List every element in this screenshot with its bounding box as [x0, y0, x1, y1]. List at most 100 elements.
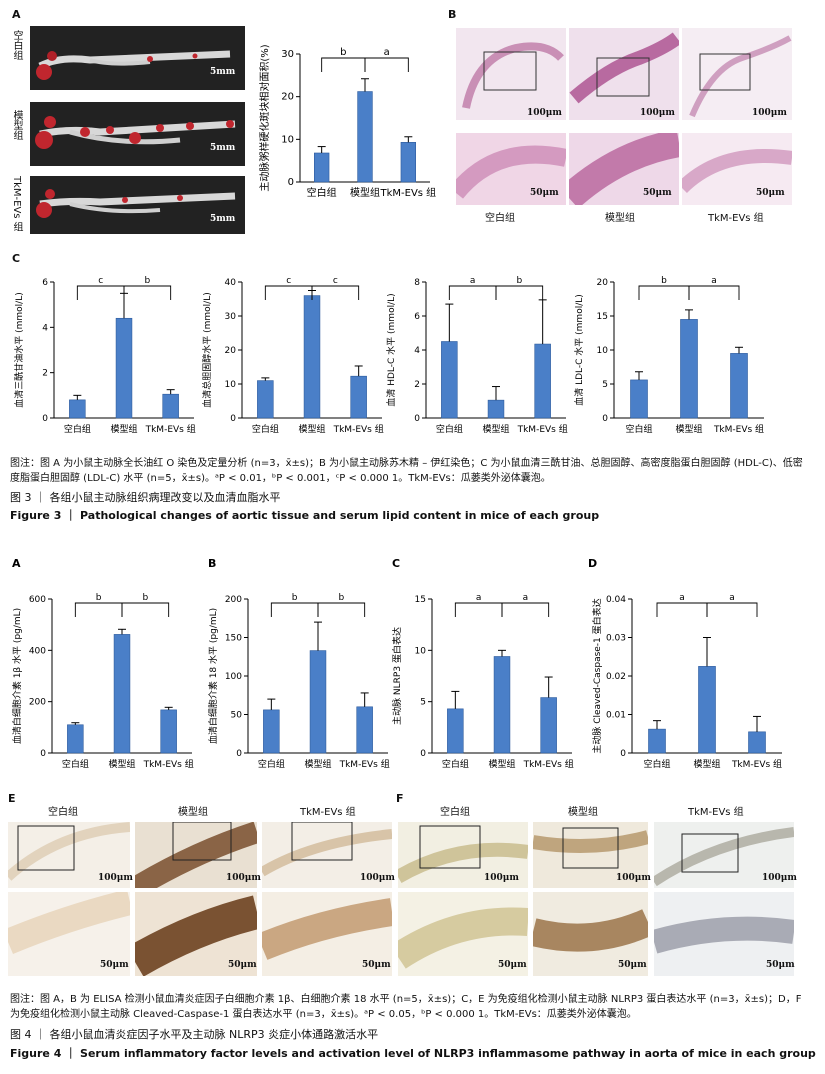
chart-f4a-group: A 0 200 400 600 血清白细胞介素 1β 水平 (pg/mL) 空白组 模型组 Tk…	[11, 557, 194, 770]
fig4-caption: 图注：图 A，B 为 ELISA 检测小鼠血清炎症因子白细胞介素 1β、白细胞介…	[10, 994, 802, 1020]
bar-2	[356, 706, 373, 754]
scale-100um-e1: 100μm	[98, 873, 133, 883]
ihc-e-col-control: 空白组	[48, 807, 78, 818]
ihc-e-col-tkm: TkM-EVs 组	[300, 807, 356, 818]
sig-bracket-1	[495, 285, 544, 300]
ihc-f-col-control: 空白组	[440, 807, 470, 818]
chart-f3c3-group: 0 2 4 6 8 血清 HDL-C 水平 (mmol/L) 空白组 模型组 TkM-EVs 组…	[385, 276, 568, 435]
scale-100um-f3: 100μm	[762, 873, 797, 883]
ihc-f-high-model	[529, 892, 654, 976]
x-tick-label-0: 空白组	[307, 186, 337, 199]
y-tick-label: 6	[414, 312, 420, 322]
y-tick-label: 40	[225, 278, 237, 288]
y-tick-label: 10	[225, 380, 237, 390]
aorta-photo-control	[30, 26, 245, 90]
bar-1	[493, 656, 511, 754]
ihc-f-high-control	[390, 892, 529, 976]
y-tick-label: 5	[420, 698, 426, 708]
ihc-f-high-tkm	[650, 892, 796, 976]
chart-tg: 0 2 4 6 血清三酰甘油水平 (mmol/L) 空白组 模型组 TkM-EVs 组 c b	[13, 276, 196, 435]
x-tick-label-0: 空白组	[436, 423, 463, 435]
x-tick-label-0: 空白组	[625, 423, 652, 435]
chart-hdl: 0 2 4 6 8 血清 HDL-C 水平 (mmol/L) 空白组 模型组 TkM-EVs 组…	[385, 276, 568, 435]
chart-f3c4-group: 0 5 10 15 20 血清 LDL-C 水平 (mmol/L) 空白组 模型组 TkM-EV…	[573, 276, 764, 435]
y-tick-label: 0.02	[606, 672, 626, 682]
sig-bracket-1	[121, 602, 170, 617]
sig-mark-0: a	[679, 593, 685, 603]
scale-50um-f2: 50μm	[618, 960, 647, 970]
chart-f3a-svg: 0 10 20 30 主动脉粥样硬化斑块相对面积(%) 空白组 模型组 TkM-EVs 组 b a	[258, 44, 436, 199]
fig3-panel-c-label: C	[12, 252, 21, 265]
scale-100um-e3: 100μm	[360, 873, 395, 883]
he-high-control	[448, 133, 568, 205]
y-tick-label: 0.03	[606, 634, 626, 644]
ihc-f-low-tkm	[651, 822, 795, 888]
sig-bracket-0	[638, 285, 690, 300]
he-low-tkm	[682, 28, 792, 120]
y-tick-label: 0	[420, 749, 426, 759]
bar-2	[162, 393, 179, 419]
bar-1	[487, 399, 505, 419]
scale-100um-f1: 100μm	[484, 873, 519, 883]
y-tick-label: 100	[225, 672, 242, 682]
sig-bracket-1	[364, 57, 409, 72]
sig-mark-1: b	[142, 593, 148, 603]
bar-1	[113, 634, 131, 754]
y-tick-label: 150	[225, 634, 242, 644]
sig-bracket-1	[688, 285, 740, 300]
y-tick-label: 4	[414, 346, 420, 356]
ihc-e-col-model: 模型组	[178, 807, 208, 818]
y-tick-label: 0	[40, 749, 46, 759]
sig-mark-1: a	[523, 593, 529, 603]
he-high-model	[559, 129, 682, 209]
y-tick-label: 30	[225, 312, 237, 322]
ihc-f-col-tkm: TkM-EVs 组	[688, 807, 744, 818]
sig-bracket-0	[270, 602, 319, 617]
x-tick-label-1: 模型组	[675, 423, 702, 435]
bar-2	[534, 343, 551, 419]
bar-1	[309, 650, 327, 754]
x-tick-label-0: 空白组	[64, 423, 91, 435]
y-axis-label: 主动脉 NLRP3 蛋白表达	[391, 627, 403, 725]
scale-50um-e3: 50μm	[362, 960, 391, 970]
y-tick-label: 20	[597, 278, 609, 288]
x-tick-label-0: 空白组	[258, 758, 285, 770]
y-tick-label: 20	[281, 92, 294, 103]
bar-0	[69, 399, 86, 419]
scale-5mm-3: 5mm	[210, 214, 236, 224]
ihc-f-low-control	[394, 822, 529, 888]
chart-il18: B 0 50 100 150 200 血清白细胞介素 18 水平 (pg/mL) 空白组 模型组…	[207, 557, 390, 770]
y-tick-label: 10	[597, 346, 609, 356]
fig4-panel-f-label: F	[396, 792, 404, 805]
he-col-model: 模型组	[605, 213, 635, 224]
bar-0	[441, 341, 458, 419]
row-label-tkm: TkM-EVs 组	[11, 176, 22, 232]
y-tick-label: 2	[414, 380, 420, 390]
sig-bracket-1	[317, 602, 366, 617]
fig3-caption: 图注：图 A 为小鼠主动脉全长油红 O 染色及定量分析 (n=3，x̄±s)；B…	[10, 458, 803, 484]
bar-1	[303, 295, 321, 419]
sig-mark-1: b	[144, 276, 150, 286]
ihc-e-high-model	[126, 892, 262, 977]
sig-bracket-0	[448, 285, 497, 300]
x-tick-label-1: 模型组	[693, 758, 720, 770]
sig-bracket-0	[321, 57, 366, 72]
sig-mark-0: b	[340, 47, 346, 58]
scale-50um-b2: 50μm	[643, 188, 672, 198]
sig-mark-0: c	[98, 276, 103, 286]
bar-0	[648, 728, 666, 754]
sig-mark-0: b	[661, 276, 667, 286]
x-tick-label-2: TkM-EVs 组	[143, 758, 194, 770]
he-high-tkm	[677, 133, 793, 205]
x-tick-label-2: TkM-EVs 组	[523, 758, 574, 770]
y-tick-label: 15	[415, 595, 426, 605]
x-tick-label-1: 模型组	[304, 758, 331, 770]
y-tick-label: 200	[225, 595, 242, 605]
aorta-photo-tkm	[30, 176, 245, 234]
y-tick-label: 2	[42, 369, 48, 379]
bar-0	[263, 709, 280, 754]
bar-1	[357, 91, 373, 183]
fig3-title-cn: 图 3 ｜ 各组小鼠主动脉组织病理改变以及血清血脂水平	[10, 491, 281, 504]
